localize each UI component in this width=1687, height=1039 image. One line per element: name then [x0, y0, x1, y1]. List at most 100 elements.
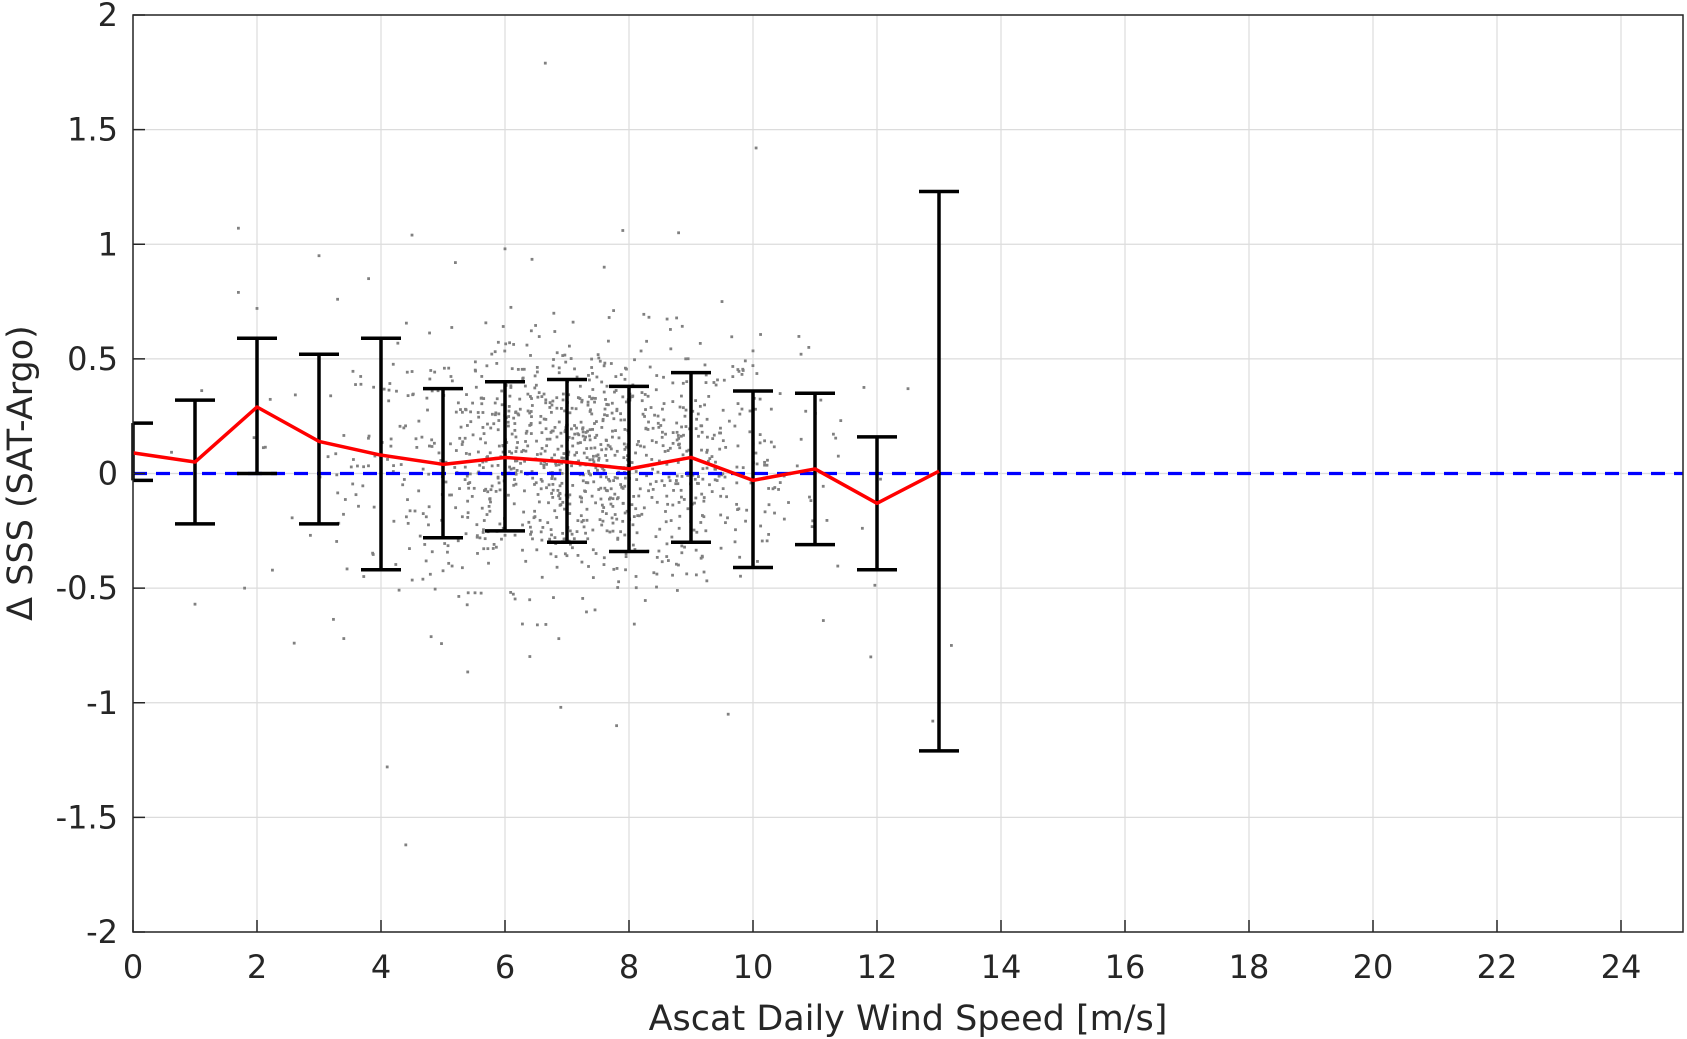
scatter-point	[354, 493, 358, 497]
scatter-point	[705, 466, 709, 470]
scatter-point	[540, 479, 544, 483]
scatter-point	[634, 470, 638, 473]
scatter-point	[427, 505, 431, 509]
scatter-point	[644, 408, 647, 411]
scatter-point	[237, 226, 240, 230]
scatter-point	[562, 452, 566, 455]
scatter-point	[430, 550, 434, 554]
scatter-point	[772, 445, 776, 449]
scatter-point	[603, 413, 606, 417]
x-tick-label: 24	[1601, 948, 1642, 986]
scatter-point	[454, 506, 458, 510]
scatter-point	[701, 477, 705, 481]
scatter-point	[720, 300, 724, 303]
scatter-point	[609, 487, 613, 491]
scatter-point	[386, 458, 389, 461]
scatter-point	[699, 521, 703, 524]
scatter-point	[718, 431, 721, 435]
scatter-point	[406, 498, 409, 502]
scatter-point	[420, 435, 424, 439]
scatter-point	[623, 447, 627, 451]
scatter-point	[588, 458, 592, 462]
scatter-point	[577, 459, 580, 463]
scatter-point	[719, 546, 723, 550]
scatter-point	[558, 468, 562, 472]
scatter-point	[525, 429, 529, 433]
scatter-point	[487, 504, 491, 508]
scatter-point	[568, 529, 572, 533]
scatter-point	[453, 466, 457, 469]
scatter-point	[351, 369, 355, 373]
scatter-point	[671, 431, 675, 434]
scatter-point	[681, 406, 685, 410]
scatter-point	[804, 409, 808, 413]
scatter-point	[507, 424, 510, 428]
scatter-point	[821, 484, 825, 488]
scatter-point	[595, 454, 598, 458]
scatter-point	[523, 489, 526, 493]
scatter-point	[612, 567, 616, 571]
scatter-point	[588, 428, 592, 432]
scatter-point	[404, 424, 407, 428]
scatter-point	[395, 389, 398, 393]
scatter-point	[349, 465, 353, 469]
scatter-point	[568, 512, 572, 515]
scatter-point	[567, 435, 571, 439]
scatter-point	[639, 349, 643, 353]
scatter-point	[671, 441, 675, 445]
scatter-point	[382, 387, 386, 391]
scatter-point	[607, 339, 610, 343]
scatter-point	[441, 569, 445, 573]
x-tick-label: 18	[1229, 948, 1270, 986]
scatter-point	[508, 465, 511, 469]
scatter-point	[534, 383, 538, 387]
scatter-point	[600, 448, 604, 452]
scatter-point	[578, 384, 582, 388]
scatter-point	[529, 410, 533, 413]
scatter-point	[529, 532, 532, 536]
scatter-point	[509, 305, 513, 309]
y-tick-label: -0.5	[56, 569, 118, 607]
scatter-point	[767, 503, 771, 507]
scatter-point	[537, 500, 541, 504]
scatter-point	[507, 409, 511, 413]
scatter-point	[669, 347, 673, 351]
scatter-point	[444, 480, 448, 484]
scatter-point	[637, 440, 640, 443]
scatter-point	[705, 435, 709, 439]
scatter-point	[576, 441, 580, 445]
scatter-point	[342, 512, 345, 516]
scatter-point	[528, 655, 532, 658]
scatter-point	[524, 431, 528, 435]
x-tick-label: 16	[1105, 948, 1146, 986]
scatter-point	[611, 504, 615, 508]
scatter-point	[427, 523, 430, 527]
scatter-point	[799, 437, 803, 441]
scatter-point	[587, 469, 591, 473]
scatter-point	[498, 522, 502, 526]
scatter-point	[754, 146, 758, 150]
scatter-point	[406, 394, 410, 398]
scatter-point	[590, 397, 594, 401]
scatter-point	[391, 470, 395, 473]
scatter-point	[621, 229, 625, 232]
scatter-point	[677, 443, 680, 447]
scatter-point	[685, 449, 689, 453]
scatter-point	[564, 360, 568, 364]
scatter-point	[603, 361, 607, 365]
scatter-point	[506, 420, 510, 424]
scatter-point	[763, 510, 767, 514]
scatter-point	[516, 441, 519, 444]
scatter-point	[550, 429, 554, 433]
scatter-point	[678, 514, 682, 518]
scatter-point	[509, 384, 513, 388]
scatter-point	[634, 586, 638, 590]
scatter-point	[555, 396, 559, 400]
scatter-point	[515, 446, 519, 450]
scatter-point	[533, 374, 537, 378]
scatter-point	[544, 401, 548, 405]
scatter-point	[642, 506, 646, 510]
scatter-point	[588, 438, 592, 442]
scatter-point	[554, 462, 558, 465]
scatter-point	[540, 575, 544, 579]
